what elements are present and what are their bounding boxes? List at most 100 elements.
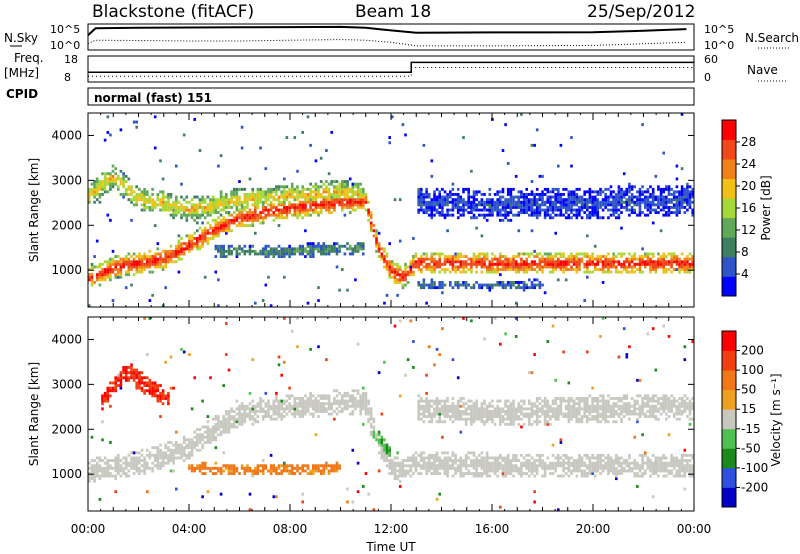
power-cell <box>430 283 434 287</box>
velocity-cell <box>319 402 323 406</box>
power-cell <box>628 187 631 191</box>
power-cell <box>504 260 507 264</box>
power-cell <box>488 262 492 266</box>
power-cell <box>338 187 341 191</box>
power-cell <box>201 244 204 248</box>
power-cell <box>691 265 694 269</box>
velocity-cell <box>280 373 283 377</box>
power-cell <box>543 211 547 214</box>
velocity-cell <box>480 466 484 470</box>
power-cell <box>562 268 565 271</box>
power-cell <box>443 216 447 220</box>
velocity-cell <box>88 461 91 465</box>
power-cell <box>238 216 241 220</box>
power-cell <box>630 185 634 189</box>
velocity-cell <box>467 472 470 475</box>
power-cell <box>636 190 639 194</box>
velocity-cell <box>470 417 473 421</box>
velocity-cell <box>499 456 502 460</box>
power-cell <box>327 244 331 248</box>
power-cell <box>557 195 560 199</box>
power-cell <box>327 195 331 199</box>
power-cell <box>306 200 310 204</box>
power-cell <box>398 281 402 284</box>
power-cell <box>232 200 236 204</box>
power-cell <box>209 231 212 235</box>
velocity-cell <box>454 407 457 411</box>
velocity-cell <box>119 474 123 478</box>
power-cell <box>525 270 528 274</box>
power-cell <box>383 247 386 251</box>
power-cell <box>533 260 536 264</box>
velocity-cell <box>462 464 465 468</box>
power-cell <box>198 234 202 238</box>
velocity-cell <box>388 461 391 465</box>
power-cell <box>335 190 339 194</box>
power-cell <box>214 200 218 204</box>
velocity-cell <box>496 474 499 478</box>
power-cell <box>398 275 402 279</box>
power-cell <box>217 200 220 204</box>
power-cell <box>509 200 513 204</box>
power-cell <box>404 273 407 277</box>
power-cell <box>446 200 449 204</box>
power-cell <box>135 125 138 129</box>
power-cell <box>588 211 592 214</box>
velocity-cell <box>248 412 252 416</box>
power-cell <box>103 273 107 277</box>
velocity-cell <box>269 417 273 421</box>
power-cell <box>335 187 339 191</box>
power-cell <box>161 190 165 194</box>
velocity-cell <box>201 461 204 465</box>
velocity-cell <box>164 461 167 465</box>
power-cell <box>188 213 191 217</box>
power-cell <box>238 187 241 191</box>
velocity-cell <box>109 381 112 385</box>
velocity-cell <box>164 397 167 400</box>
power-cell <box>686 257 689 261</box>
power-cell <box>535 198 539 202</box>
power-cell <box>646 260 650 264</box>
velocity-cell <box>124 459 128 462</box>
velocity-cell <box>232 425 236 429</box>
power-cell <box>538 260 542 264</box>
power-cell <box>559 193 563 196</box>
velocity-cell <box>172 456 175 460</box>
velocity-cell <box>130 366 133 369</box>
power-cell <box>604 203 607 207</box>
velocity-cell <box>203 430 207 434</box>
power-cell <box>256 218 260 222</box>
velocity-cell <box>106 397 110 400</box>
power-cell <box>546 206 550 209</box>
power-cell <box>314 198 318 202</box>
power-cell <box>354 203 357 207</box>
velocity-cell <box>380 446 384 450</box>
power-cell <box>132 195 136 199</box>
power-cell <box>88 200 91 204</box>
power-cell <box>617 193 621 196</box>
power-cell <box>586 206 589 209</box>
power-cell <box>564 198 568 202</box>
power-cell <box>678 206 681 209</box>
power-cell <box>530 229 534 233</box>
power-cell <box>130 198 133 202</box>
power-cell <box>319 200 323 204</box>
power-cell <box>293 187 297 191</box>
power-cell <box>109 273 112 277</box>
velocity-cell <box>383 456 386 460</box>
velocity-cell <box>475 461 478 465</box>
power-cell <box>280 216 283 220</box>
velocity-cell <box>317 402 320 406</box>
power-cell <box>180 257 183 261</box>
power-cell <box>240 200 244 204</box>
power-cell <box>306 213 310 217</box>
velocity-cell <box>398 466 402 470</box>
power-cell <box>593 262 597 266</box>
power-cell <box>470 268 473 271</box>
power-cell <box>333 203 336 207</box>
velocity-cell <box>156 453 160 457</box>
power-cell <box>570 193 573 196</box>
power-cell <box>557 260 560 264</box>
power-cell <box>488 213 492 217</box>
velocity-cell <box>225 464 228 468</box>
